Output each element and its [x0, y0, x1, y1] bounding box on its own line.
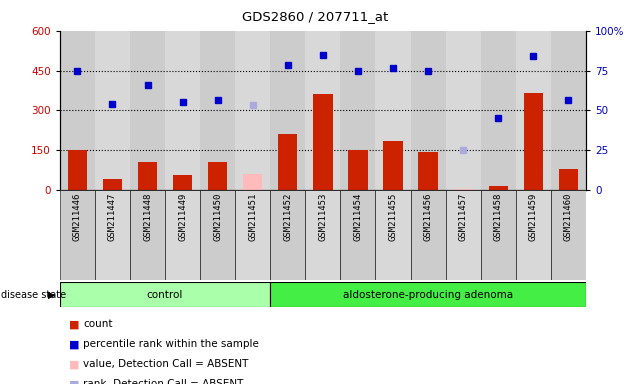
- Text: GSM211454: GSM211454: [353, 193, 362, 241]
- Bar: [340, 190, 375, 280]
- Text: aldosterone-producing adenoma: aldosterone-producing adenoma: [343, 290, 513, 300]
- Bar: [375, 190, 411, 280]
- Bar: [481, 190, 516, 280]
- Bar: [445, 31, 481, 190]
- Bar: [103, 179, 122, 190]
- Text: disease state: disease state: [1, 290, 66, 300]
- Bar: [200, 190, 235, 280]
- Bar: [551, 190, 586, 280]
- Text: GSM211455: GSM211455: [389, 193, 398, 241]
- Text: GSM211453: GSM211453: [318, 193, 328, 241]
- Bar: [489, 186, 508, 190]
- Bar: [411, 190, 445, 280]
- Text: ■: ■: [69, 379, 80, 384]
- Bar: [348, 150, 367, 190]
- Bar: [278, 134, 297, 190]
- Bar: [130, 190, 165, 280]
- Text: GSM211447: GSM211447: [108, 193, 117, 241]
- Bar: [60, 190, 95, 280]
- Text: GSM211459: GSM211459: [529, 193, 538, 241]
- Text: percentile rank within the sample: percentile rank within the sample: [83, 339, 259, 349]
- Text: GSM211451: GSM211451: [248, 193, 257, 241]
- Text: ■: ■: [69, 319, 80, 329]
- Bar: [235, 190, 270, 280]
- Text: GSM211456: GSM211456: [423, 193, 433, 241]
- Text: ▶: ▶: [48, 290, 55, 300]
- Bar: [200, 31, 235, 190]
- Bar: [551, 31, 586, 190]
- Text: rank, Detection Call = ABSENT: rank, Detection Call = ABSENT: [83, 379, 244, 384]
- Bar: [375, 31, 411, 190]
- Bar: [68, 150, 87, 190]
- Text: GSM211448: GSM211448: [143, 193, 152, 241]
- Text: GSM211460: GSM211460: [564, 193, 573, 241]
- Bar: [559, 169, 578, 190]
- Bar: [313, 94, 333, 190]
- Bar: [516, 190, 551, 280]
- Text: GSM211457: GSM211457: [459, 193, 467, 241]
- Bar: [130, 31, 165, 190]
- Bar: [95, 190, 130, 280]
- Bar: [454, 189, 472, 190]
- Bar: [95, 31, 130, 190]
- Bar: [418, 152, 438, 190]
- Bar: [270, 190, 306, 280]
- Bar: [243, 174, 262, 190]
- Bar: [60, 31, 95, 190]
- Text: GSM211449: GSM211449: [178, 193, 187, 241]
- Text: GSM211458: GSM211458: [494, 193, 503, 241]
- Bar: [340, 31, 375, 190]
- Text: count: count: [83, 319, 113, 329]
- Bar: [516, 31, 551, 190]
- Bar: [165, 31, 200, 190]
- Bar: [524, 93, 543, 190]
- Bar: [208, 162, 227, 190]
- Text: GDS2860 / 207711_at: GDS2860 / 207711_at: [242, 10, 388, 23]
- Bar: [384, 141, 403, 190]
- Bar: [306, 190, 340, 280]
- Text: value, Detection Call = ABSENT: value, Detection Call = ABSENT: [83, 359, 248, 369]
- Text: GSM211450: GSM211450: [213, 193, 222, 241]
- Bar: [411, 31, 445, 190]
- Bar: [60, 282, 270, 307]
- Bar: [235, 31, 270, 190]
- Bar: [138, 162, 157, 190]
- Text: ■: ■: [69, 359, 80, 369]
- Text: GSM211446: GSM211446: [73, 193, 82, 241]
- Bar: [445, 190, 481, 280]
- Text: ■: ■: [69, 339, 80, 349]
- Text: control: control: [147, 290, 183, 300]
- Bar: [165, 190, 200, 280]
- Bar: [270, 31, 306, 190]
- Bar: [270, 282, 586, 307]
- Bar: [306, 31, 340, 190]
- Bar: [481, 31, 516, 190]
- Text: GSM211452: GSM211452: [284, 193, 292, 241]
- Bar: [173, 175, 192, 190]
